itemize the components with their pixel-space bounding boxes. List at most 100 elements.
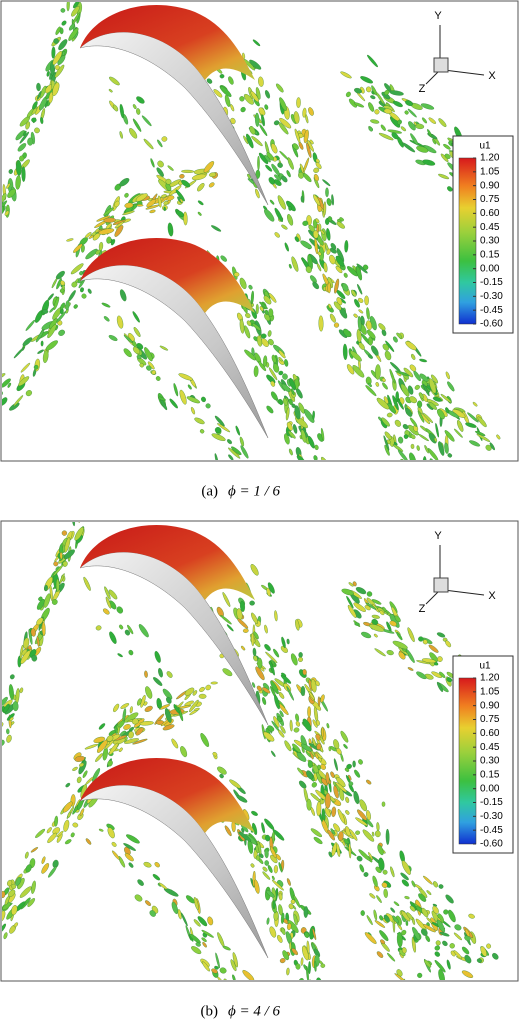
vortex-blob [7, 382, 12, 388]
vortex-blob [229, 779, 241, 789]
vortex-blob [66, 2, 70, 12]
vortex-blob [451, 988, 458, 1001]
vortex-blob [443, 909, 449, 915]
vortex-blob [59, 288, 65, 294]
vortex-blob [295, 963, 301, 970]
vortex-blob [55, 578, 60, 592]
axis-triad: Y X Z [419, 10, 497, 95]
vortex-blob [201, 929, 214, 938]
vortex-blob [358, 342, 365, 350]
vortex-blob [88, 234, 95, 239]
vortex-blob [449, 943, 455, 949]
vortex-blob [326, 228, 331, 241]
vortex-blob [239, 96, 245, 102]
vortex-blob [270, 380, 276, 387]
colorbar-label: 1.20 [480, 153, 500, 164]
vortex-blob [128, 731, 134, 739]
vortex-blob [294, 465, 300, 473]
vortex-blob [288, 430, 296, 439]
vortex-blob [64, 839, 72, 845]
vortex-blob [392, 444, 404, 452]
vortex-blob [345, 796, 350, 803]
vortex-blob [198, 693, 207, 699]
vortex-blob [409, 983, 417, 993]
vortex-blob [322, 179, 331, 187]
vortex-blob [33, 364, 39, 370]
vortex-blob [3, 703, 10, 713]
vortex-blob [382, 382, 388, 390]
vortex-blob [270, 143, 278, 154]
vortex-blob [307, 760, 313, 769]
vortex-blob [317, 251, 322, 256]
vortex-blob [110, 239, 116, 246]
vortex-blob [308, 107, 314, 116]
vortex-blob [342, 343, 348, 361]
colorbar-label: -0.45 [480, 305, 503, 316]
vortex-blob [307, 706, 311, 718]
vortex-blob [426, 917, 433, 924]
vortex-blob [428, 401, 438, 410]
vortex-blob [211, 225, 222, 232]
vortex-blob [270, 391, 278, 401]
vortex-blob [418, 392, 424, 399]
vortex-blob [132, 118, 142, 132]
vortex-blob [162, 688, 173, 700]
vortex-blob [354, 298, 360, 308]
vortex-blob [392, 100, 403, 108]
vortex-blob [313, 960, 317, 972]
vortex-blob [98, 828, 104, 832]
vortex-blob [116, 606, 124, 614]
vortex-blob [95, 625, 102, 631]
vortex-blob [444, 442, 449, 454]
vortex-blob [353, 790, 360, 805]
vortex-blob [271, 354, 277, 364]
vortex-blob [79, 271, 84, 276]
vortex-blob [11, 905, 18, 916]
vortex-blob [120, 703, 130, 709]
legend-title: u1 [479, 141, 491, 152]
vortex-blob [291, 388, 295, 396]
vortex-blob [34, 127, 40, 134]
vortex-blob [2, 373, 6, 379]
vortex-blob [344, 240, 349, 253]
vortex-blob [53, 296, 60, 310]
vortex-blob [173, 704, 180, 714]
vortex-blob [371, 345, 379, 356]
colorbar-label: -0.30 [480, 811, 503, 822]
vortex-blob [239, 318, 245, 334]
vortex-blob [354, 87, 362, 94]
vortex-blob [194, 707, 200, 711]
vortex-blob [227, 439, 232, 445]
blade-suction-side [80, 525, 255, 600]
vortex-blob [454, 428, 463, 438]
vortex-blob [333, 758, 338, 771]
vortex-blob [395, 370, 410, 377]
vortex-blob [261, 822, 265, 834]
vortex-blob [237, 618, 249, 629]
vortex-blob [408, 121, 416, 131]
vortex-blob [145, 900, 151, 906]
vortex-blob [13, 346, 25, 359]
vortex-blob [246, 989, 258, 996]
vortex-blob [3, 932, 8, 940]
vortex-blob [268, 177, 275, 185]
vortex-blob [313, 194, 321, 206]
vortex-blob [363, 872, 369, 877]
vortex-blob [238, 831, 252, 842]
vortex-blob [98, 241, 104, 251]
vortex-blob [208, 182, 215, 188]
vortex-blob [17, 143, 27, 152]
vortex-blob [206, 78, 213, 84]
vortex-blob [422, 639, 428, 645]
vortex-blob [251, 810, 258, 816]
vortex-blob [94, 228, 100, 233]
vortex-blob [7, 879, 13, 887]
vortex-blob [401, 879, 410, 887]
vortex-blob [339, 217, 344, 222]
vortex-blob [356, 328, 362, 343]
vortex-blob [392, 915, 399, 924]
blade-suction-side [80, 758, 255, 833]
vortex-blob [327, 829, 335, 841]
vortex-blob [25, 864, 32, 873]
vortex-blob [418, 433, 429, 442]
